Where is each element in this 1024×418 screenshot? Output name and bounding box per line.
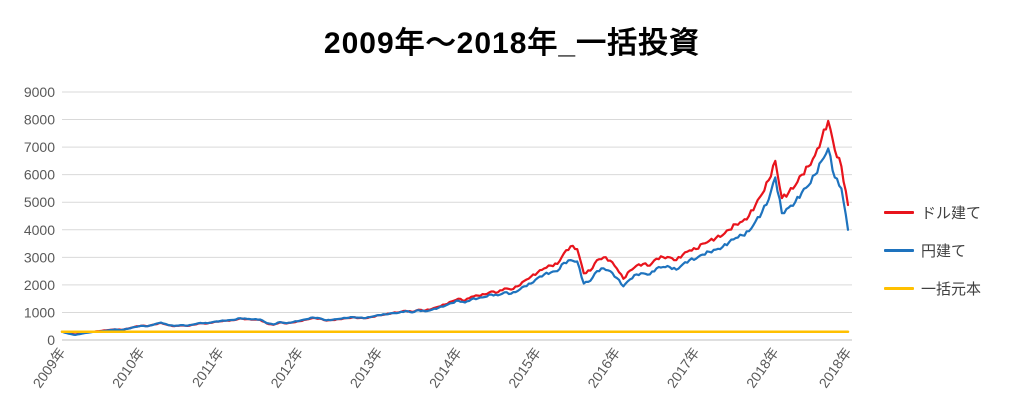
x-tick-label: 2013年 [346, 345, 385, 391]
y-tick-label: 8000 [24, 112, 55, 128]
y-tick-label: 5000 [24, 194, 55, 210]
y-tick-label: 4000 [24, 222, 55, 238]
legend-swatch-icon [884, 210, 914, 214]
x-tick-label: 2010年 [109, 345, 148, 391]
x-tick-label: 2009年 [29, 345, 68, 391]
x-tick-label: 2018年 [743, 345, 782, 391]
y-tick-label: 9000 [24, 84, 55, 100]
x-tick-label: 2012年 [267, 345, 306, 391]
x-tick-label: 2016年 [584, 345, 623, 391]
y-tick-label: 6000 [24, 167, 55, 183]
x-tick-label: 2018年 [815, 345, 854, 391]
y-tick-label: 2000 [24, 277, 55, 293]
legend-swatch-icon [884, 248, 914, 252]
legend-label: 円建て [921, 242, 967, 260]
y-tick-label: 7000 [24, 139, 55, 155]
y-tick-label: 3000 [24, 249, 55, 265]
legend-entry: ドル建て [884, 201, 981, 223]
legend-label: 一括元本 [921, 280, 982, 298]
x-tick-label: 2014年 [426, 345, 465, 391]
legend-entry: 円建て [884, 239, 981, 261]
legend-entry: 一括元本 [884, 277, 981, 299]
x-tick-label: 2011年 [189, 345, 227, 390]
legend-label: ドル建て [921, 204, 982, 222]
x-tick-label: 2017年 [664, 345, 703, 391]
y-tick-label: 1000 [24, 304, 55, 320]
chart-title: 2009年～2018年_一括投資 [323, 27, 701, 60]
legend: ドル建て円建て一括元本 [884, 201, 981, 299]
x-tick-label: 2015年 [505, 345, 544, 391]
series-line-yen [60, 147, 850, 336]
y-tick-label: 0 [47, 332, 55, 348]
legend-swatch-icon [884, 286, 914, 290]
